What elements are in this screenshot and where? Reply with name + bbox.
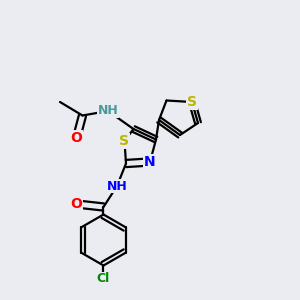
Text: Cl: Cl [97,272,110,286]
Text: N: N [144,155,156,169]
Text: NH: NH [106,179,128,193]
Text: NH: NH [98,104,118,118]
Text: O: O [70,131,83,145]
Text: O: O [70,197,83,211]
Text: S: S [187,95,197,109]
Text: S: S [119,134,130,148]
